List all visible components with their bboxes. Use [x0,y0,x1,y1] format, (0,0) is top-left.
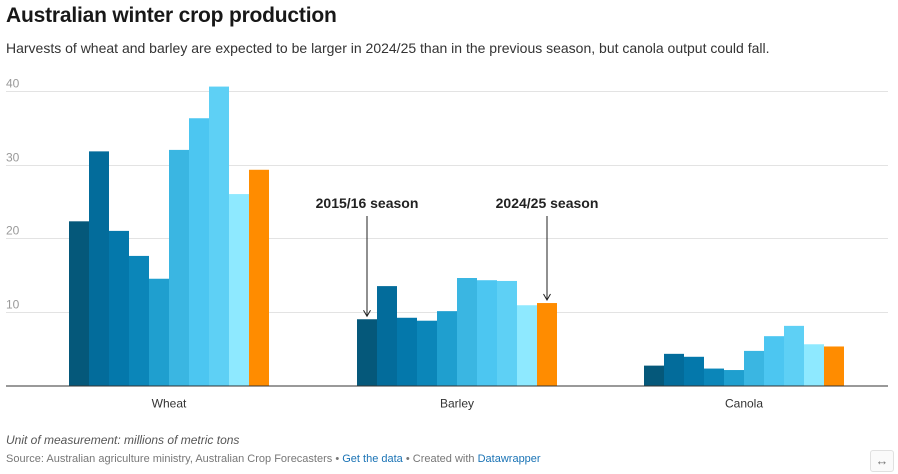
bar [724,370,744,386]
annotation-arrowhead [363,309,371,318]
bar [784,325,804,386]
y-tick-label: 40 [6,77,20,91]
bar [397,317,417,386]
bar [209,86,229,386]
chart-subtitle: Harvests of wheat and barley are expecte… [6,40,770,56]
y-tick-label: 20 [6,224,20,238]
bar [497,280,517,386]
bar [109,230,129,386]
bar [537,303,557,386]
bar [417,320,437,386]
bar [764,336,784,386]
bar [229,194,249,386]
bar [644,365,664,386]
bar [684,356,704,386]
annotation-label: 2024/25 season [496,195,599,211]
separator: • [405,453,410,465]
bar [804,344,824,386]
y-tick-label: 10 [6,298,20,312]
datawrapper-link[interactable]: Datawrapper [477,453,541,465]
annotation-label: 2015/16 season [316,195,419,211]
source-text: Source: Australian agriculture ministry,… [6,453,333,465]
bar [249,169,269,386]
chart-title: Australian winter crop production [6,4,337,27]
bar [477,280,497,386]
bar [704,368,724,386]
y-tick-label: 30 [6,151,20,165]
bar [149,278,169,386]
bar [437,311,457,386]
bar [517,305,537,386]
bar [69,221,89,386]
bar [357,319,377,386]
x-tick-label: Canola [725,397,763,411]
bar [664,353,684,386]
bar [744,350,764,386]
unit-note: Unit of measurement: millions of metric … [6,433,240,447]
annotation-arrowhead [543,293,551,302]
expand-icon[interactable]: ↔ [870,450,894,472]
created-with-text: Created with [412,453,475,465]
bar [89,151,109,386]
bar [129,255,149,386]
separator: • [335,453,340,465]
bar [457,278,477,386]
bar [189,118,209,386]
bar-chart: 10 20 30 40 Wheat Barley Canola 2015/16 season 2… [6,77,888,411]
bar [824,346,844,386]
x-tick-label: Barley [440,397,474,411]
source-line: Source: Australian agriculture ministry,… [6,453,541,465]
bar [377,286,397,386]
x-tick-label: Wheat [152,397,187,411]
bar [169,149,189,386]
get-data-link[interactable]: Get the data [342,453,403,465]
